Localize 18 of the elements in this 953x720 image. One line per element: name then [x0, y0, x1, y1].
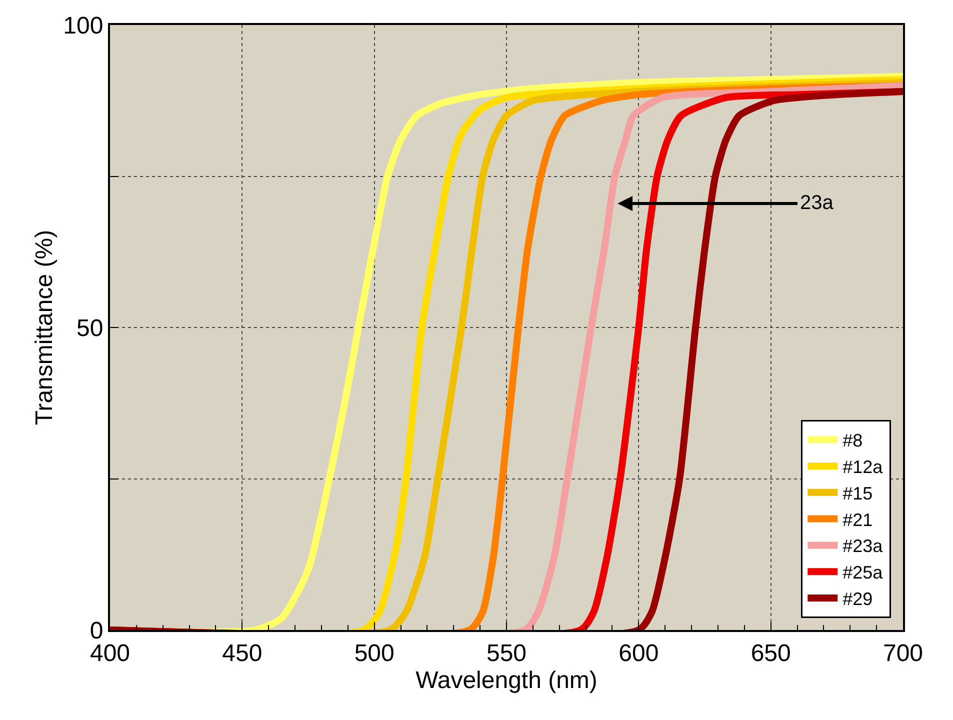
x-tick-label: 600: [618, 640, 659, 667]
x-tick-label: 500: [354, 640, 394, 667]
legend-label: #23a: [842, 536, 884, 556]
y-tick-label: 50: [76, 314, 104, 342]
x-tick-label: 650: [750, 640, 791, 667]
legend-label: #8: [842, 430, 863, 451]
legend-label: #12a: [842, 457, 884, 478]
legend-label: #21: [842, 510, 873, 530]
annotation: 23a: [800, 192, 834, 214]
legend-label: #15: [842, 483, 873, 504]
x-tick-label: 550: [486, 640, 527, 667]
x-tick-label: 450: [222, 640, 262, 667]
x-axis-title: Wavelength (nm): [416, 666, 598, 694]
legend-label: #29: [842, 589, 873, 610]
y-tick-label: 100: [63, 12, 104, 40]
x-tick-label: 700: [882, 640, 924, 667]
legend-label: #25a: [842, 562, 884, 583]
y-axis-title: Transmittance (%): [30, 230, 58, 426]
